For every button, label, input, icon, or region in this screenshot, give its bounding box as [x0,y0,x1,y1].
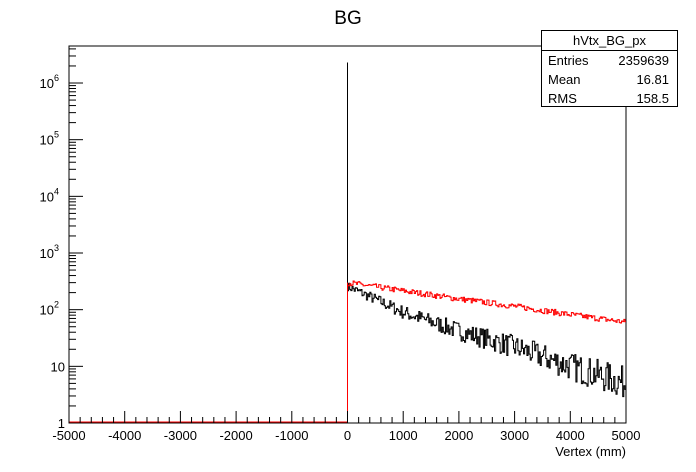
stats-label: Entries [548,53,589,68]
y-tick-label: 104 [40,186,59,204]
y-tick-label: 106 [40,73,59,91]
series-red [69,280,626,423]
stats-box: hVtx_BG_px Entries 2359639 Mean 16.81 RM… [541,30,678,107]
y-tick-label: 103 [40,243,59,261]
stats-row-entries: Entries 2359639 [542,51,677,70]
x-tick-label: 1000 [389,428,418,443]
y-tick-label: 102 [40,300,59,318]
stats-box-title: hVtx_BG_px [542,31,677,51]
x-axis-label: Vertex (mm) [555,444,626,459]
stats-value: 2359639 [618,53,669,68]
x-tick-label: 5000 [612,428,641,443]
y-tick-label: 1 [58,416,65,431]
series-line [347,280,626,324]
y-tick-label: 105 [40,130,59,148]
x-tick-label: -1000 [275,428,308,443]
stats-value: 16.81 [636,72,669,87]
stats-label: RMS [548,91,577,106]
x-tick-label: -3000 [164,428,197,443]
x-tick-label: 4000 [556,428,585,443]
x-tick-label: -4000 [108,428,141,443]
x-tick-label: 0 [344,428,351,443]
stats-row-mean: Mean 16.81 [542,70,677,89]
y-tick-label: 10 [51,359,65,374]
x-tick-label: -5000 [52,428,85,443]
x-tick-label: 3000 [500,428,529,443]
series-line [347,282,626,398]
stats-row-rms: RMS 158.5 [542,89,677,108]
x-tick-label: 2000 [444,428,473,443]
stats-label: Mean [548,72,581,87]
stats-value: 158.5 [636,91,669,106]
chart-title: BG [334,8,362,29]
x-tick-label: -2000 [219,428,252,443]
